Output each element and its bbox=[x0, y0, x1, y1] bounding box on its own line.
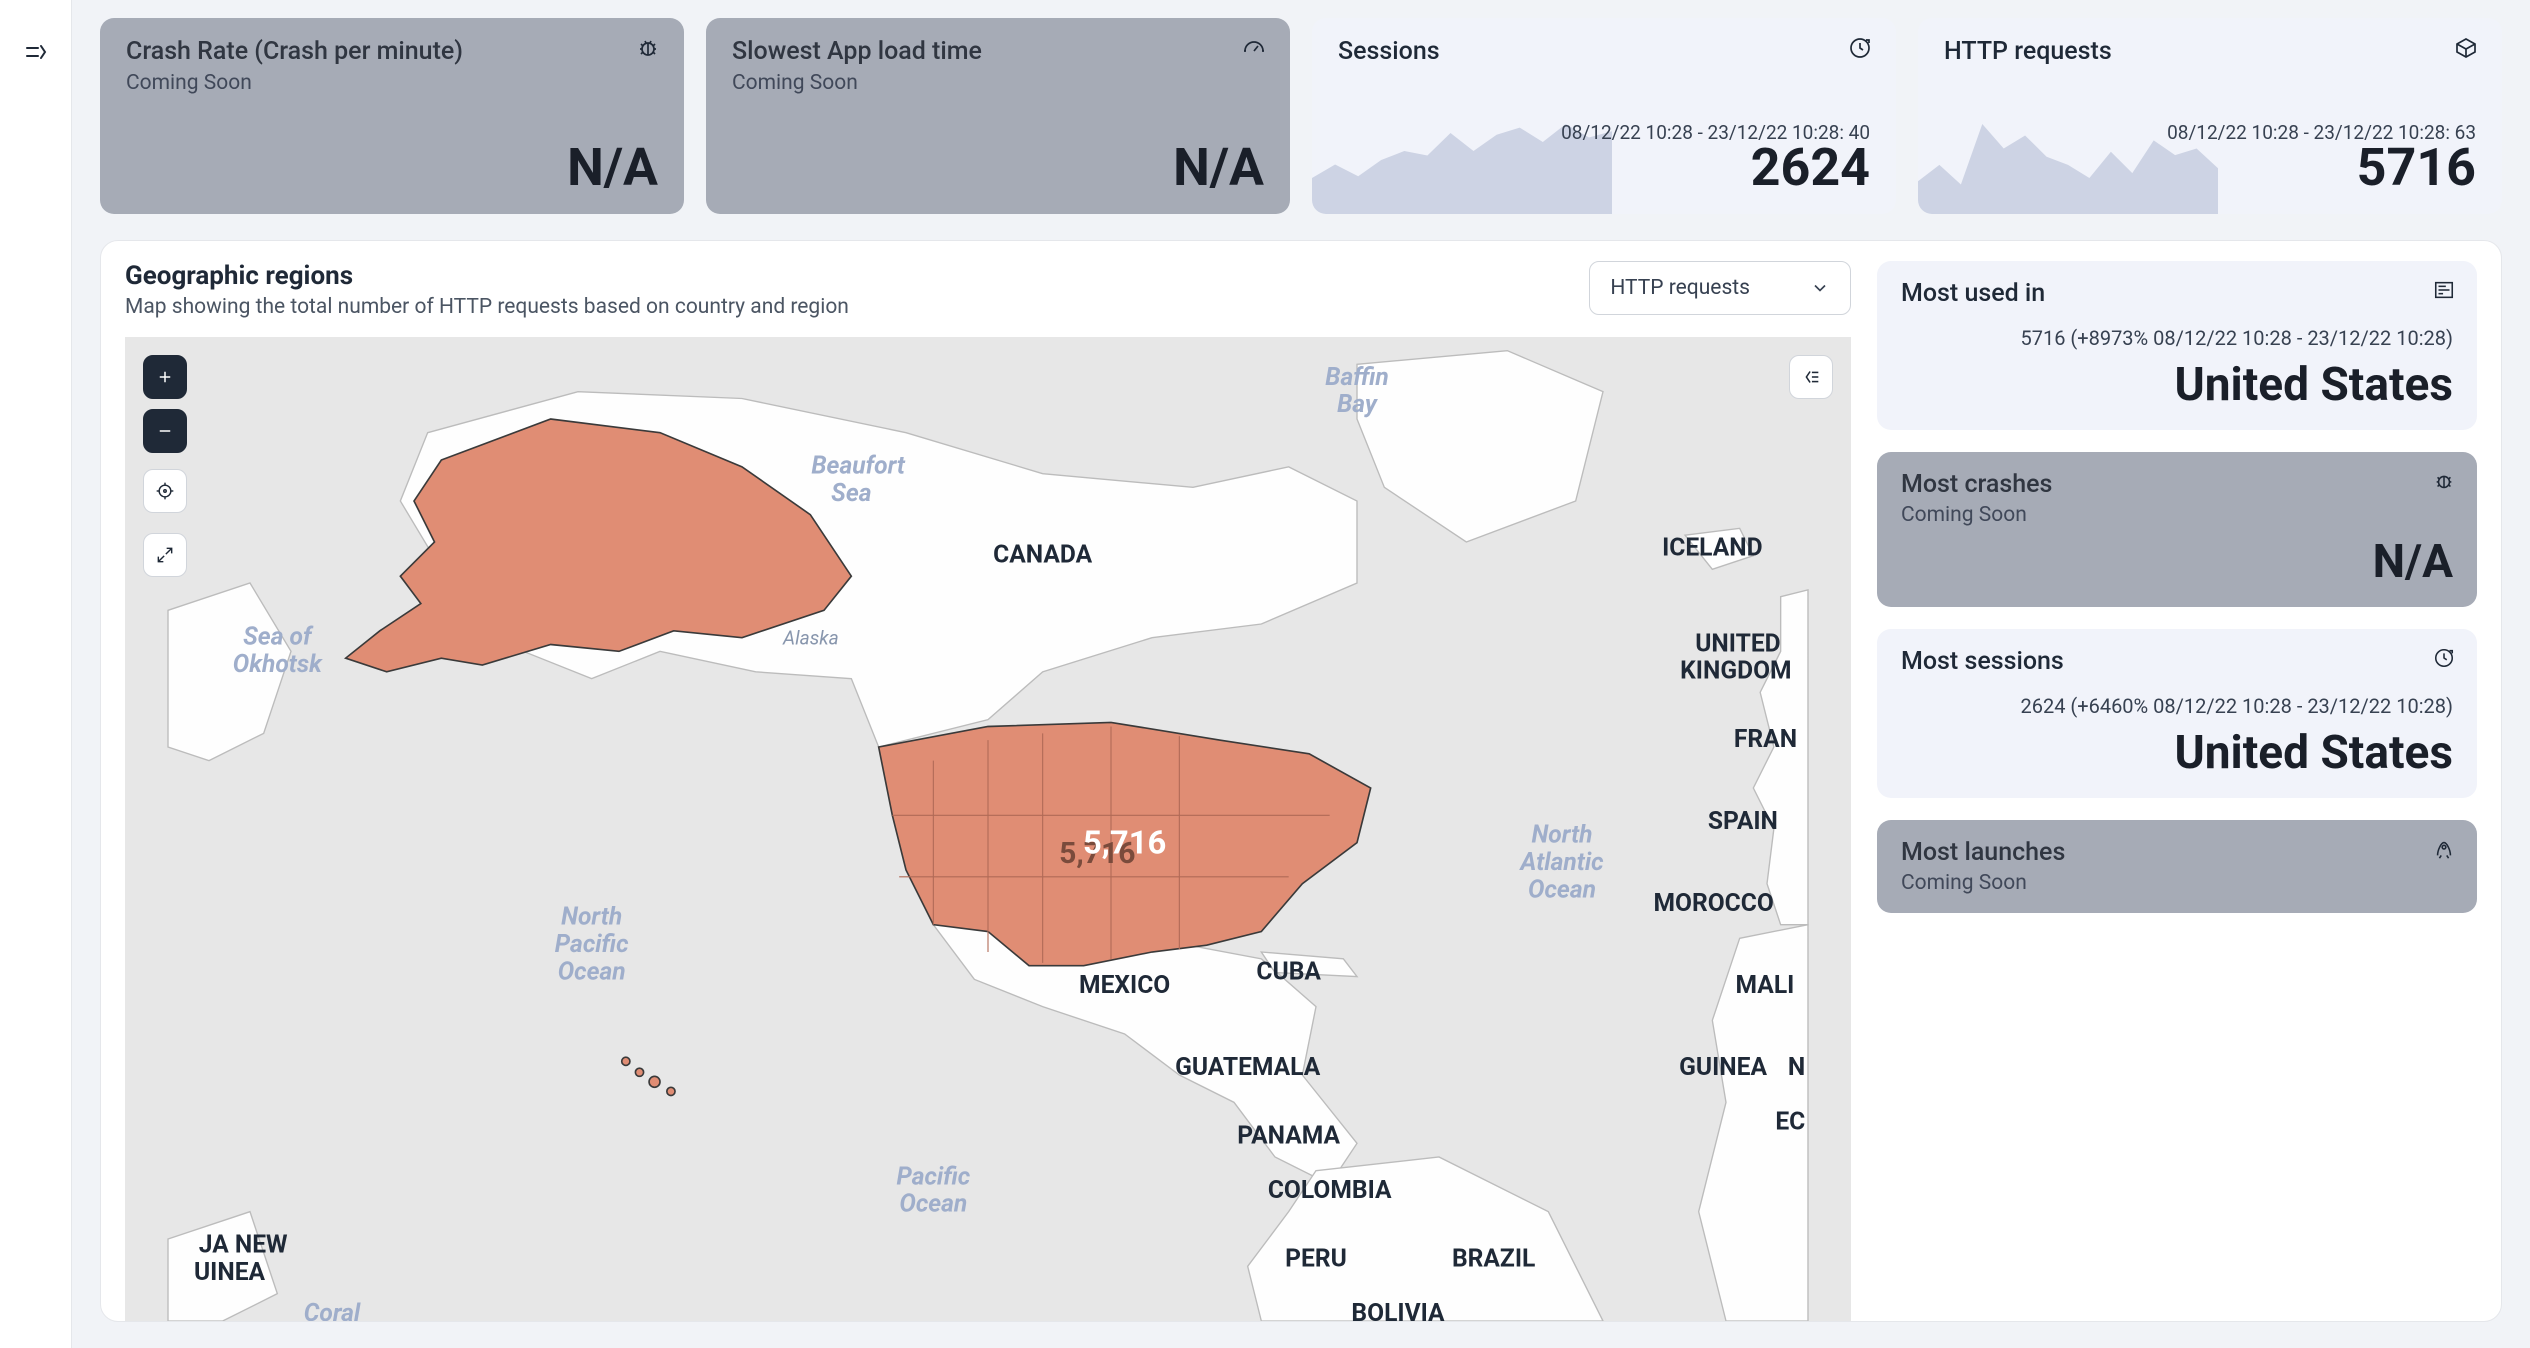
sessions-card[interactable]: Sessions 08/12/22 10:28 - 23/12/22 10:28… bbox=[1312, 18, 1896, 214]
svg-text:KINGDOM: KINGDOM bbox=[1680, 657, 1791, 686]
clock-arrow-icon bbox=[2433, 647, 2455, 673]
side-title: Most used in bbox=[1901, 279, 2453, 308]
rocket-icon bbox=[2433, 838, 2455, 864]
svg-text:N: N bbox=[1788, 1053, 1805, 1082]
locate-button[interactable] bbox=[143, 469, 187, 513]
svg-text:SPAIN: SPAIN bbox=[1708, 807, 1778, 836]
card-subtitle: Coming Soon bbox=[126, 71, 658, 95]
fullscreen-button[interactable] bbox=[143, 533, 187, 577]
svg-text:PERU: PERU bbox=[1285, 1244, 1347, 1273]
most-launches-card[interactable]: Most launches Coming Soon bbox=[1877, 820, 2477, 913]
svg-text:Pacific: Pacific bbox=[896, 1162, 970, 1191]
most-used-card[interactable]: Most used in 5716 (+8973% 08/12/22 10:28… bbox=[1877, 261, 2477, 430]
http-requests-card[interactable]: HTTP requests 08/12/22 10:28 - 23/12/22 … bbox=[1918, 18, 2502, 214]
clock-arrow-icon bbox=[1848, 36, 1872, 64]
chevron-down-icon bbox=[1810, 278, 1830, 298]
card-range: 08/12/22 10:28 - 23/12/22 10:28: 63 bbox=[2167, 121, 2476, 144]
stat-cards-row: Crash Rate (Crash per minute) Coming Soo… bbox=[100, 18, 2502, 214]
svg-text:North: North bbox=[561, 903, 622, 932]
svg-text:Ocean: Ocean bbox=[899, 1190, 967, 1219]
card-range: 08/12/22 10:28 - 23/12/22 10:28: 40 bbox=[1561, 121, 1870, 144]
bug-icon bbox=[636, 36, 660, 64]
svg-text:GUATEMALA: GUATEMALA bbox=[1175, 1053, 1321, 1082]
geographic-panel: Geographic regions Map showing the total… bbox=[125, 261, 1851, 1321]
bug-icon bbox=[2433, 470, 2455, 496]
svg-text:GUINEA: GUINEA bbox=[1679, 1053, 1767, 1082]
zoom-in-button[interactable] bbox=[143, 355, 187, 399]
sidebar-collapsed bbox=[0, 0, 72, 1348]
geo-subtitle: Map showing the total number of HTTP req… bbox=[125, 295, 849, 319]
svg-text:UNITED: UNITED bbox=[1695, 629, 1780, 658]
side-range: 5716 (+8973% 08/12/22 10:28 - 23/12/22 1… bbox=[1901, 326, 2453, 350]
crash-rate-card[interactable]: Crash Rate (Crash per minute) Coming Soo… bbox=[100, 18, 684, 214]
svg-text:Pacific: Pacific bbox=[555, 930, 629, 959]
metric-select[interactable]: HTTP requests bbox=[1589, 261, 1851, 315]
side-value: N/A bbox=[1901, 535, 2453, 589]
svg-text:North: North bbox=[1531, 821, 1592, 850]
side-title: Most sessions bbox=[1901, 647, 2453, 676]
svg-text:Coral: Coral bbox=[304, 1299, 361, 1321]
card-title: Sessions bbox=[1338, 36, 1870, 67]
svg-text:COLOMBIA: COLOMBIA bbox=[1268, 1176, 1392, 1205]
svg-text:CUBA: CUBA bbox=[1256, 957, 1321, 986]
card-title: Crash Rate (Crash per minute) bbox=[126, 36, 658, 67]
side-title: Most crashes bbox=[1901, 470, 2453, 499]
svg-text:JA NEW: JA NEW bbox=[199, 1231, 288, 1260]
svg-text:BOLIVIA: BOLIVIA bbox=[1351, 1299, 1445, 1321]
svg-text:Sea: Sea bbox=[831, 479, 871, 508]
svg-text:Atlantic: Atlantic bbox=[1518, 848, 1604, 877]
svg-text:UINEA: UINEA bbox=[194, 1258, 266, 1287]
expand-sidebar-button[interactable] bbox=[20, 36, 52, 68]
map-highlight-value: 5,716 bbox=[1083, 825, 1166, 863]
svg-text:Sea of: Sea of bbox=[243, 623, 314, 652]
svg-text:PANAMA: PANAMA bbox=[1237, 1121, 1340, 1150]
bar-chart-icon bbox=[2433, 279, 2455, 305]
world-map: CANADA ICELAND UNITED KINGDOM FRAN SPAIN… bbox=[125, 337, 1851, 1321]
svg-text:MOROCCO: MOROCCO bbox=[1653, 889, 1773, 918]
svg-text:MALI: MALI bbox=[1736, 971, 1795, 1000]
slowest-load-card[interactable]: Slowest App load time Coming Soon N/A bbox=[706, 18, 1290, 214]
geo-title: Geographic regions bbox=[125, 261, 849, 291]
map-container[interactable]: CANADA ICELAND UNITED KINGDOM FRAN SPAIN… bbox=[125, 337, 1851, 1321]
metric-select-value: HTTP requests bbox=[1610, 276, 1750, 300]
most-sessions-card[interactable]: Most sessions 2624 (+6460% 08/12/22 10:2… bbox=[1877, 629, 2477, 798]
main-content: Crash Rate (Crash per minute) Coming Soo… bbox=[72, 0, 2530, 1348]
svg-text:CANADA: CANADA bbox=[993, 541, 1092, 570]
svg-text:Okhotsk: Okhotsk bbox=[233, 650, 323, 679]
svg-text:Alaska: Alaska bbox=[782, 627, 839, 650]
side-range: 2624 (+6460% 08/12/22 10:28 - 23/12/22 1… bbox=[1901, 694, 2453, 718]
side-subtitle: Coming Soon bbox=[1901, 871, 2453, 895]
side-stats-column: Most used in 5716 (+8973% 08/12/22 10:28… bbox=[1877, 261, 2477, 1321]
svg-text:Ocean: Ocean bbox=[1528, 875, 1596, 904]
gauge-icon bbox=[1242, 36, 1266, 64]
side-value: United States bbox=[1901, 358, 2453, 412]
svg-text:Ocean: Ocean bbox=[558, 957, 626, 986]
lower-panel: Geographic regions Map showing the total… bbox=[100, 240, 2502, 1322]
svg-text:ICELAND: ICELAND bbox=[1662, 534, 1763, 563]
most-crashes-card[interactable]: Most crashes Coming Soon N/A bbox=[1877, 452, 2477, 607]
svg-text:EC: EC bbox=[1775, 1108, 1805, 1137]
legend-toggle-button[interactable] bbox=[1789, 355, 1833, 399]
side-value: United States bbox=[1901, 726, 2453, 780]
cube-icon bbox=[2454, 36, 2478, 64]
card-title: HTTP requests bbox=[1944, 36, 2476, 67]
card-value: N/A bbox=[732, 137, 1264, 198]
card-title: Slowest App load time bbox=[732, 36, 1264, 67]
card-value: N/A bbox=[126, 137, 658, 198]
svg-text:BRAZIL: BRAZIL bbox=[1452, 1244, 1535, 1273]
svg-text:Baffin: Baffin bbox=[1325, 363, 1389, 392]
card-value: 2624 bbox=[1338, 137, 1870, 198]
svg-text:Beaufort: Beaufort bbox=[811, 452, 906, 481]
card-value: 5716 bbox=[1944, 137, 2476, 198]
side-subtitle: Coming Soon bbox=[1901, 503, 2453, 527]
card-subtitle: Coming Soon bbox=[732, 71, 1264, 95]
side-title: Most launches bbox=[1901, 838, 2453, 867]
zoom-out-button[interactable] bbox=[143, 409, 187, 453]
svg-text:FRAN: FRAN bbox=[1734, 725, 1797, 754]
svg-text:MEXICO: MEXICO bbox=[1079, 971, 1170, 1000]
svg-text:Bay: Bay bbox=[1337, 390, 1379, 419]
